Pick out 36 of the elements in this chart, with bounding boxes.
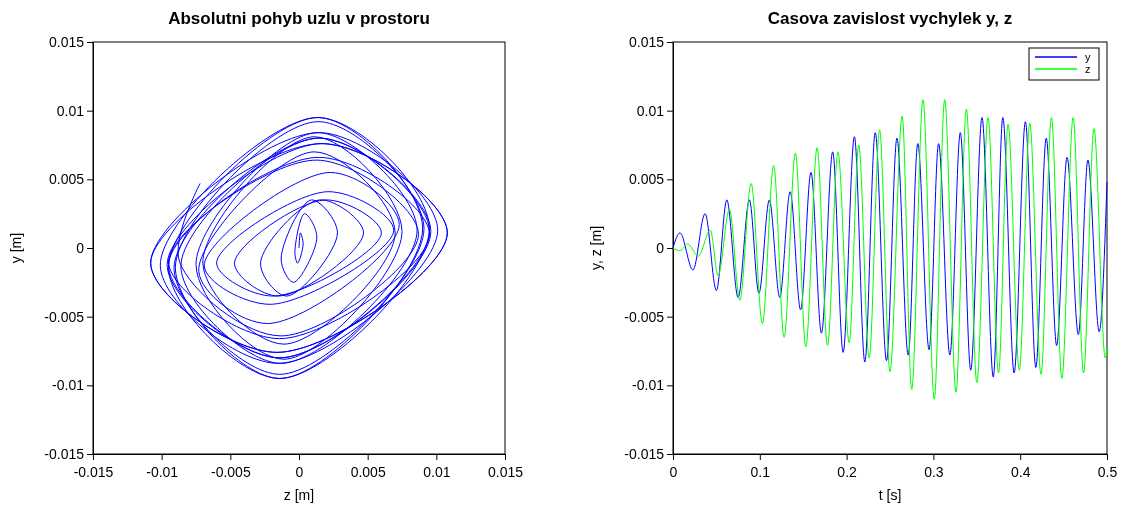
y-tick-label: 0.005	[628, 171, 665, 188]
x-tick-label: 0.4	[1010, 464, 1031, 480]
x-tick-label: 0	[295, 464, 304, 480]
x-tick-label: 0.015	[487, 464, 524, 480]
x-tick-label: 0	[669, 464, 678, 480]
y-tick-label: 0.01	[636, 102, 665, 119]
legend-label: y	[1085, 51, 1091, 63]
x-axis-title: z [m]	[283, 487, 315, 503]
y-tick-label: -0.005	[44, 308, 85, 325]
x-axis-title: t [s]	[878, 487, 902, 503]
y-tick-label: 0.01	[56, 102, 85, 119]
y-tick-label: 0	[656, 239, 665, 256]
line-series	[150, 117, 448, 379]
y-tick-label: -0.01	[52, 377, 85, 394]
x-tick-label: 0.01	[423, 464, 451, 480]
y-tick-label: 0.015	[48, 33, 85, 50]
x-tick-label: -0.01	[146, 464, 179, 480]
y-axis-title: y, z [m]	[588, 225, 604, 271]
x-tick-label: 0.5	[1097, 464, 1118, 480]
chart-title: Casova zavislost vychylek y, z	[767, 9, 1013, 28]
y-tick-label: -0.015	[44, 445, 85, 462]
y-tick-label: -0.01	[632, 377, 665, 394]
y-tick-label: 0.005	[48, 171, 85, 188]
y-tick-label: 0	[76, 239, 85, 256]
y-tick-label: -0.015	[624, 445, 665, 462]
chart-title: Absolutni pohyb uzlu v prostoru	[168, 9, 430, 28]
legend-label: z	[1085, 63, 1091, 75]
y-tick-label: 0.015	[628, 33, 665, 50]
x-tick-label: -0.015	[73, 464, 114, 480]
x-tick-label: -0.005	[210, 464, 251, 480]
y-axis-title: y [m]	[8, 232, 24, 264]
y-tick-label: -0.005	[624, 308, 665, 325]
x-tick-label: 0.1	[750, 464, 771, 480]
x-tick-label: 0.2	[837, 464, 858, 480]
x-tick-label: 0.3	[924, 464, 944, 480]
x-tick-label: 0.005	[350, 464, 386, 480]
